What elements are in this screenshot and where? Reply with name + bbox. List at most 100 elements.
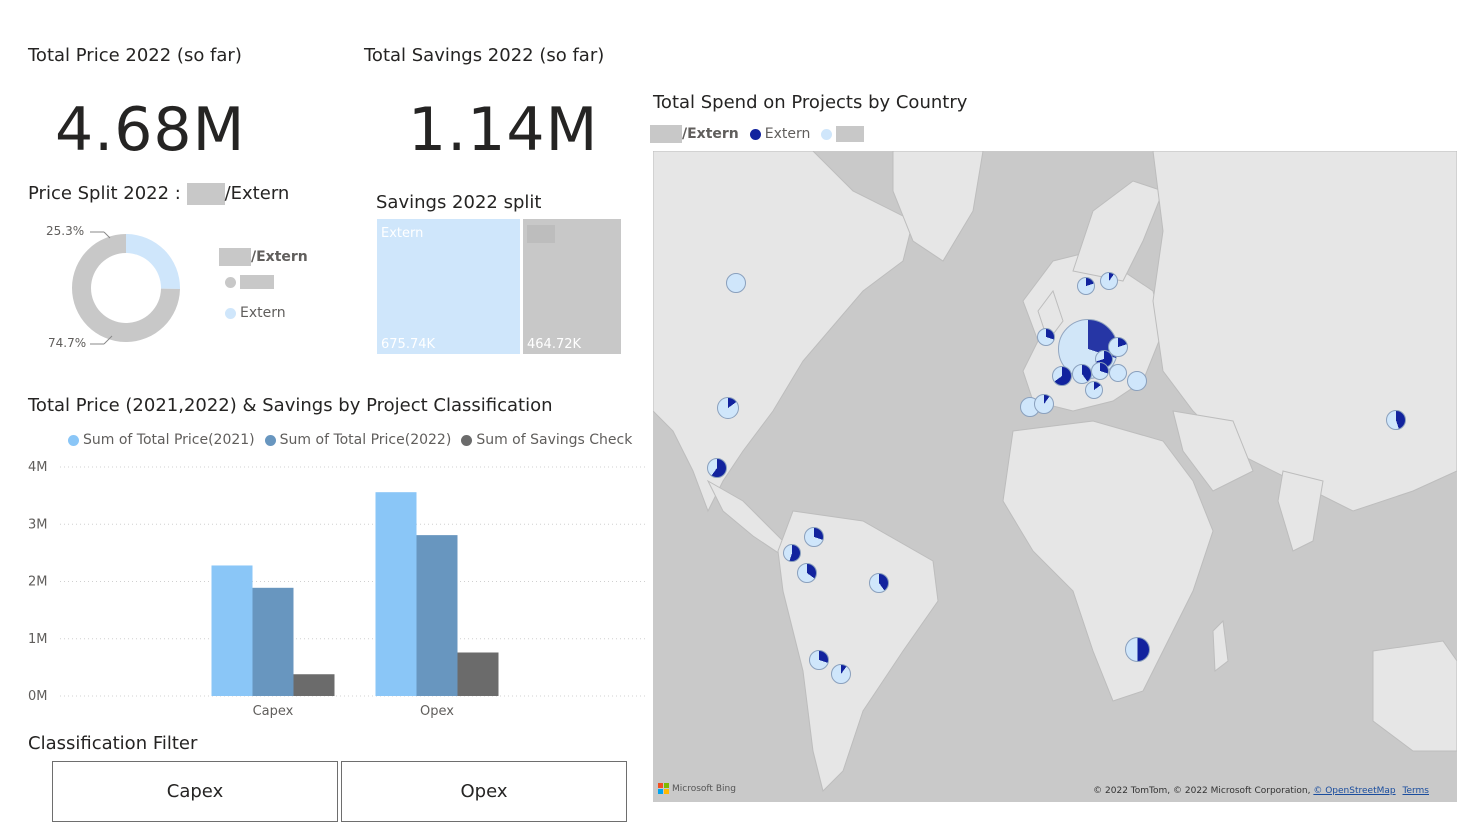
redacted-block	[650, 125, 682, 143]
map-bubble[interactable]	[1037, 328, 1055, 346]
redacted-block	[240, 275, 274, 289]
legend-label: Sum of Total Price(2021)	[83, 432, 255, 448]
map-bubble[interactable]	[804, 527, 824, 547]
map-bubble[interactable]	[831, 664, 851, 684]
price-split-title-suffix: /Extern	[224, 183, 290, 204]
donut-legend-item-internal[interactable]	[225, 275, 274, 289]
landmass-greenland	[892, 151, 984, 262]
bar-capex-series-1[interactable]	[252, 587, 294, 696]
map-bubble[interactable]	[1127, 371, 1147, 391]
map-bubble[interactable]	[717, 397, 739, 419]
x-tick-label: Capex	[253, 704, 294, 719]
bar-opex-series-2[interactable]	[457, 652, 499, 696]
treemap-tile-label: Extern	[381, 226, 424, 241]
map-bubble[interactable]	[1077, 277, 1095, 295]
map-legend: /Extern Extern	[650, 125, 865, 143]
bar-capex-series-0[interactable]	[211, 565, 253, 696]
bar-capex-series-2[interactable]	[293, 674, 335, 696]
kpi-price-value: 4.68M	[55, 95, 246, 165]
landmass-madagascar	[1212, 619, 1229, 672]
legend-label: Extern	[764, 126, 811, 142]
map-bubble[interactable]	[869, 573, 889, 593]
bar-legend-item-savings[interactable]: Sum of Savings Check	[461, 432, 632, 448]
legend-dot-icon	[225, 276, 236, 288]
landmass-arabia	[1172, 410, 1254, 492]
kpi-savings-value: 1.14M	[408, 95, 599, 165]
filter-button-capex[interactable]: Capex	[52, 761, 338, 822]
bar-opex-series-0[interactable]	[375, 492, 417, 696]
bar-legend-item-2022[interactable]: Sum of Total Price(2022)	[264, 432, 451, 448]
landmass-north-america	[653, 151, 914, 513]
donut-legend-item-extern[interactable]: Extern	[225, 305, 286, 321]
bing-logo: Microsoft Bing	[658, 783, 736, 794]
donut-slice-internal[interactable]	[72, 234, 180, 342]
legend-label: Sum of Savings Check	[476, 432, 633, 448]
bar-legend-item-2021[interactable]: Sum of Total Price(2021)	[68, 432, 255, 448]
map-bubble[interactable]	[1091, 362, 1109, 380]
map-bubble[interactable]	[1085, 381, 1103, 399]
kpi-price-title: Total Price 2022 (so far)	[28, 45, 242, 66]
map-bubble[interactable]	[707, 458, 727, 478]
filter-button-opex[interactable]: Opex	[341, 761, 627, 822]
landmass-south-america	[777, 510, 939, 792]
map-bubble[interactable]	[809, 650, 829, 670]
y-tick-label: 3M	[28, 517, 48, 532]
y-tick-label: 0M	[28, 689, 48, 704]
price-split-title-prefix: Price Split 2022 :	[28, 183, 181, 204]
filter-title: Classification Filter	[28, 733, 198, 754]
treemap-tile-internal[interactable]: 464.72K	[522, 218, 622, 355]
y-tick-label: 2M	[28, 575, 48, 590]
landmass-india	[1277, 470, 1324, 552]
map-bubble[interactable]	[783, 544, 801, 562]
map-bubble[interactable]	[726, 273, 746, 293]
map-legend-item-internal[interactable]	[821, 126, 865, 142]
savings-treemap: Extern 675.74K 464.72K	[376, 218, 622, 355]
landmass-australia	[1372, 640, 1457, 752]
donut-label-bottom: 74.7%	[48, 336, 87, 350]
leader-line-bottom-diag	[103, 335, 113, 345]
map-bubble[interactable]	[1034, 394, 1054, 414]
map-bubble[interactable]	[1109, 364, 1127, 382]
openstreetmap-link[interactable]: © OpenStreetMap	[1313, 786, 1396, 796]
treemap-tile-value: 464.72K	[527, 337, 582, 352]
x-tick-label: Opex	[420, 704, 454, 719]
legend-dot-icon	[821, 128, 833, 140]
bar-chart: 0M 1M 2M 3M 4M Capex Opex	[28, 460, 645, 719]
bing-logo-text: Microsoft Bing	[672, 783, 736, 794]
redacted-block	[836, 126, 865, 142]
legend-dot-icon	[225, 307, 236, 319]
redacted-block	[186, 183, 225, 205]
legend-label: Extern	[240, 305, 286, 321]
map-legend-title: /Extern	[650, 125, 739, 143]
map-bubble[interactable]	[1108, 337, 1128, 357]
treemap-tile-value: 675.74K	[381, 337, 436, 352]
legend-dot-icon	[461, 434, 473, 446]
map-bubble[interactable]	[1125, 637, 1150, 662]
donut-label-top: 25.3%	[46, 224, 85, 238]
y-tick-label: 4M	[28, 460, 48, 475]
redacted-block	[219, 248, 251, 266]
map-bubble[interactable]	[797, 563, 817, 583]
terms-link[interactable]: Terms	[1402, 786, 1429, 796]
map-bubble[interactable]	[1100, 272, 1118, 290]
savings-split-title: Savings 2022 split	[376, 192, 542, 213]
map-legend-item-extern[interactable]: Extern	[749, 126, 811, 142]
donut-legend-title: /Extern	[219, 248, 308, 266]
donut-legend-title-suffix: /Extern	[251, 249, 308, 265]
legend-dot-icon	[68, 434, 79, 446]
redacted-block	[527, 225, 555, 243]
kpi-savings-title: Total Savings 2022 (so far)	[364, 45, 605, 66]
microsoft-logo-icon	[658, 783, 669, 794]
map-bubble[interactable]	[1052, 366, 1072, 386]
world-map[interactable]: Microsoft Bing © 2022 TomTom, © 2022 Mic…	[653, 151, 1457, 802]
map-legend-title-suffix: /Extern	[682, 126, 739, 142]
donut-slice-extern[interactable]	[126, 234, 180, 290]
price-split-donut	[72, 231, 180, 345]
leader-line-top-diag	[103, 231, 111, 239]
treemap-tile-extern[interactable]: Extern 675.74K	[376, 218, 521, 355]
bar-opex-series-1[interactable]	[416, 535, 458, 696]
landmass-africa	[1002, 420, 1214, 702]
attribution-text: © 2022 TomTom, © 2022 Microsoft Corporat…	[1093, 786, 1311, 796]
map-title: Total Spend on Projects by Country	[653, 92, 968, 113]
map-bubble[interactable]	[1386, 410, 1406, 430]
